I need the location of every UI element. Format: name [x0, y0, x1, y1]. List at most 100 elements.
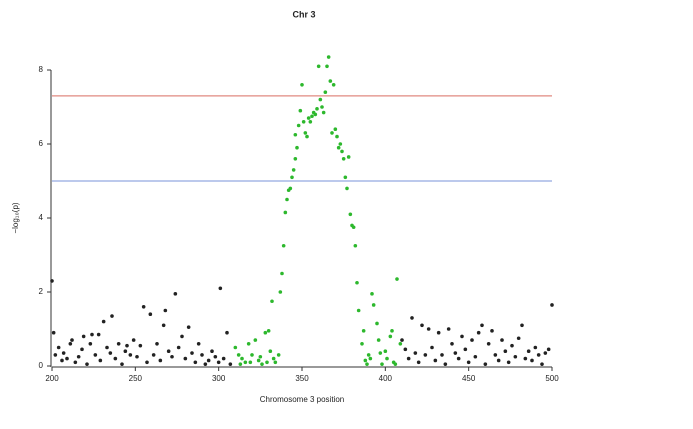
data-point [271, 356, 276, 361]
data-point [378, 351, 383, 355]
data-point [503, 349, 508, 354]
x-tick-label: 500 [545, 374, 559, 383]
x-tick-label: 350 [295, 374, 309, 383]
data-point [190, 351, 194, 355]
data-point [328, 79, 333, 83]
data-point [315, 107, 319, 111]
data-point [288, 186, 293, 191]
data-point [546, 347, 551, 352]
data-point [493, 353, 498, 357]
data-point [65, 356, 69, 361]
data-point [250, 353, 254, 357]
data-point [473, 354, 478, 359]
data-point [456, 356, 461, 361]
data-point [450, 342, 454, 346]
data-point [371, 303, 376, 307]
data-point [166, 349, 171, 354]
data-point [433, 358, 438, 363]
data-point [310, 114, 314, 119]
data-point [380, 362, 384, 366]
data-point [206, 358, 211, 363]
y-tick-label: 8 [39, 65, 44, 74]
data-point [406, 356, 411, 361]
data-point [210, 349, 214, 354]
data-point [296, 123, 301, 128]
data-point [338, 142, 343, 146]
data-point [270, 299, 274, 304]
data-point [233, 345, 238, 350]
data-point [361, 329, 366, 333]
data-point [363, 358, 368, 363]
data-point [221, 356, 226, 361]
data-point [393, 362, 398, 366]
data-point [416, 360, 421, 365]
data-point [343, 175, 348, 180]
data-point [93, 353, 98, 357]
data-point [280, 271, 284, 276]
data-point [218, 286, 223, 291]
data-point [436, 330, 441, 335]
data-point [73, 360, 78, 365]
data-point [256, 358, 261, 363]
data-point [303, 131, 308, 135]
data-point [383, 349, 388, 354]
data-point [355, 280, 359, 285]
data-point [200, 353, 204, 357]
data-point [483, 362, 488, 366]
data-point [496, 358, 501, 363]
data-point [173, 292, 178, 296]
data-point [61, 351, 66, 355]
data-point [60, 358, 64, 363]
data-point [163, 308, 168, 313]
data-point [193, 360, 198, 365]
data-point [128, 353, 133, 357]
data-point [510, 343, 514, 348]
data-point [320, 105, 324, 109]
data-point [348, 212, 353, 217]
data-point [276, 353, 281, 357]
data-point [466, 360, 471, 365]
data-point [278, 290, 283, 294]
data-point [336, 145, 341, 150]
data-point [293, 157, 298, 161]
data-point [413, 351, 418, 355]
data-point [96, 332, 101, 337]
data-point [500, 338, 504, 342]
data-point [325, 64, 329, 69]
data-point [105, 345, 109, 350]
data-point [446, 327, 451, 331]
y-tick-label: 2 [39, 287, 44, 296]
data-point [490, 329, 494, 333]
data-point [318, 97, 323, 102]
data-point [135, 354, 139, 359]
data-point [420, 323, 424, 328]
data-point [290, 175, 294, 180]
data-point [246, 342, 251, 346]
data-point [248, 360, 253, 365]
data-point [170, 354, 174, 359]
data-point [70, 338, 74, 342]
data-point [268, 349, 273, 354]
data-point [151, 353, 156, 357]
data-point [56, 345, 61, 350]
data-point [243, 360, 248, 365]
data-point [516, 336, 521, 341]
data-point [53, 353, 58, 357]
data-point [331, 83, 336, 87]
data-point [398, 342, 403, 346]
data-point [283, 210, 288, 215]
data-point [186, 325, 191, 329]
data-point [470, 338, 474, 342]
y-axis-label: −log₁₀(p) [11, 202, 20, 233]
x-tick-label: 450 [462, 374, 476, 383]
data-point [321, 110, 326, 115]
data-point [375, 321, 379, 326]
data-point [368, 356, 373, 361]
data-point [141, 305, 146, 309]
data-point [120, 362, 124, 366]
x-tick-label: 400 [379, 374, 393, 383]
data-point [273, 360, 278, 365]
data-point [366, 353, 371, 357]
data-point [293, 132, 298, 137]
data-point [305, 134, 309, 139]
